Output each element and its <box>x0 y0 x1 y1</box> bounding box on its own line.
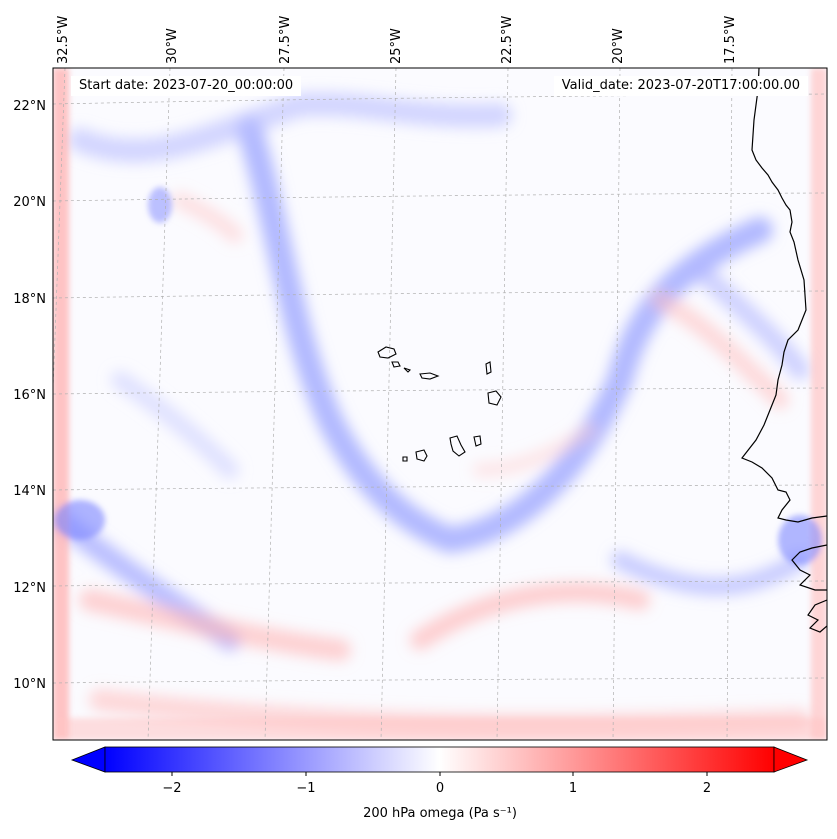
start-date-label: Start date: 2023-07-20_00:00:00 <box>71 76 302 96</box>
colorbar-ticks <box>171 772 708 776</box>
lon-label: 20°W <box>611 28 626 64</box>
lat-label: 20°N <box>13 195 46 210</box>
lon-label: 25°W <box>389 28 404 64</box>
colorbar-tick-label: 2 <box>703 781 711 796</box>
lat-label: 18°N <box>13 292 46 307</box>
colorbar-extend-low <box>70 746 106 773</box>
omega-field <box>53 68 827 740</box>
latitude-labels: 22°N 20°N 18°N 16°N 14°N 12°N 10°N <box>13 99 46 692</box>
lon-label: 27.5°W <box>278 16 293 64</box>
africa-coastline <box>741 68 827 633</box>
cape-verde-islands <box>377 346 502 462</box>
colorbar-tick-label: 1 <box>569 781 577 796</box>
lon-label: 30°W <box>165 28 180 64</box>
map-frame <box>52 67 828 741</box>
valid-date-label: Valid_date: 2023-07-20T17:00:00.00 <box>553 76 808 96</box>
lon-label: 32.5°W <box>56 16 71 64</box>
colorbar-label: 200 hPa omega (Pa s⁻¹) <box>363 806 517 821</box>
colorbar-tick-label: 0 <box>436 781 444 796</box>
lon-label: 22.5°W <box>500 16 515 64</box>
colorbar-extend-high <box>773 746 809 773</box>
lat-label: 10°N <box>13 677 46 692</box>
lat-label: 22°N <box>13 99 46 114</box>
longitude-labels: 32.5°W 30°W 27.5°W 25°W 22.5°W 20°W 17.5… <box>56 16 738 64</box>
colorbar-tick-label: −2 <box>162 781 181 796</box>
lat-label: 16°N <box>13 388 46 403</box>
lat-label: 14°N <box>13 484 46 499</box>
colorbar-body <box>104 746 775 773</box>
lat-label: 12°N <box>13 581 46 596</box>
colorbar-tick-label: −1 <box>296 781 315 796</box>
graticule <box>53 68 827 740</box>
lon-label: 17.5°W <box>723 16 738 64</box>
colorbar: −2 −1 0 1 2 <box>70 746 809 796</box>
